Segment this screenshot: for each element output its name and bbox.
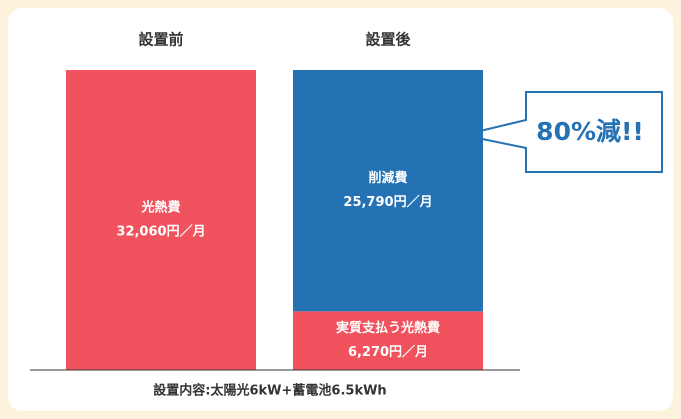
segment-name: 実質支払う光熱費 (336, 320, 440, 336)
footnote: 設置内容:太陽光6kW+蓄電池6.5kWh (153, 383, 386, 399)
category-label: 設置後 (365, 31, 411, 49)
value-label: 32,060円／月 (116, 224, 205, 240)
category-label: 設置前 (138, 31, 183, 49)
bar-segment (293, 311, 483, 370)
segment-name: 光熱費 (140, 200, 180, 216)
value-label: 25,790円／月 (343, 194, 432, 210)
segment-name: 削減費 (368, 170, 407, 186)
value-label: 6,270円／月 (348, 344, 428, 360)
bar-segment (66, 70, 256, 370)
bar-segment (293, 70, 483, 312)
annotation: 80%減!! (536, 117, 644, 146)
callout-box (462, 91, 663, 173)
